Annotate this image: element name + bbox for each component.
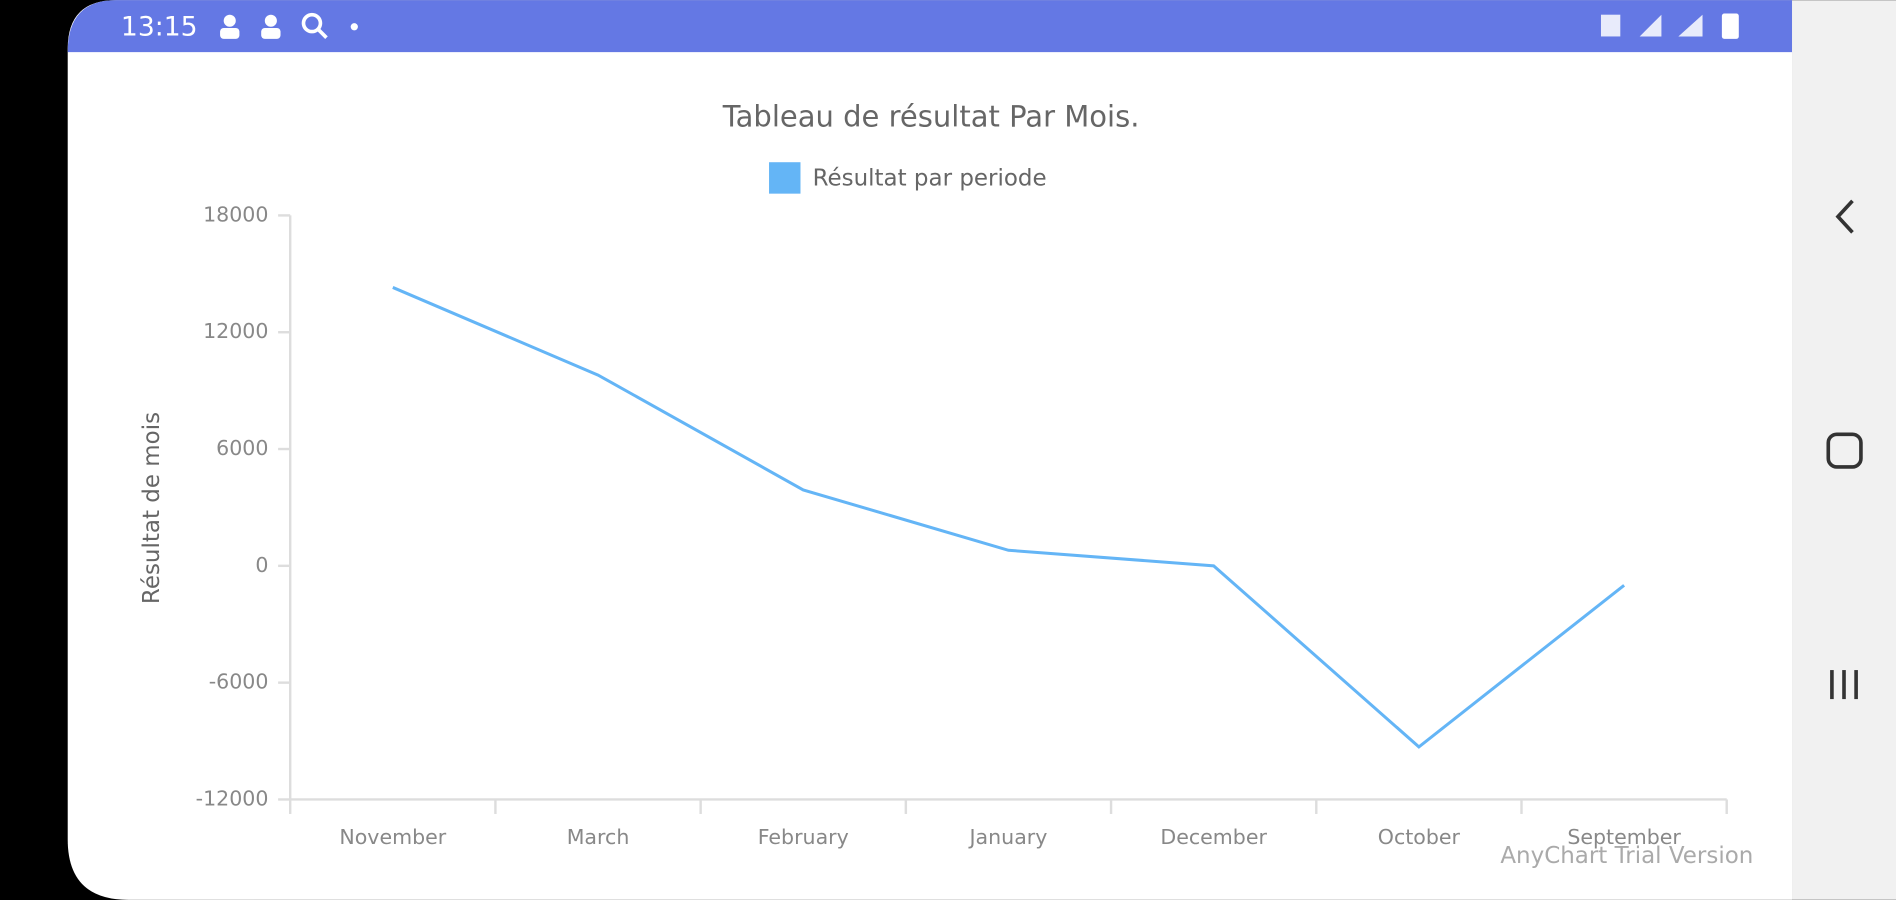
x-tick-label: November xyxy=(339,825,446,849)
x-tick-label: January xyxy=(968,825,1048,849)
home-button[interactable] xyxy=(1826,432,1863,469)
x-tick-label: October xyxy=(1378,825,1461,849)
status-bar xyxy=(67,0,1793,53)
credits: AnyChart Trial Version xyxy=(1500,843,1753,869)
back-button[interactable] xyxy=(1835,199,1854,234)
y-tick-label: 18000 xyxy=(203,202,268,226)
chart-title: Tableau de résultat Par Mois. xyxy=(722,100,1140,134)
legend-swatch xyxy=(769,162,801,194)
y-tick-label: 12000 xyxy=(203,319,268,343)
x-tick-label: December xyxy=(1160,825,1267,849)
y-tick-label: -12000 xyxy=(196,786,269,810)
x-tick-label: February xyxy=(758,825,849,849)
nav-bar xyxy=(1792,0,1896,900)
x-tick-label: March xyxy=(567,825,630,849)
status-time: 13:15 xyxy=(121,11,198,42)
y-tick-label: -6000 xyxy=(209,670,269,694)
legend-label: Résultat par periode xyxy=(813,166,1047,192)
x-tick-label: September xyxy=(1567,825,1681,849)
y-tick-label: 0 xyxy=(255,553,268,577)
series-line xyxy=(392,286,1626,749)
recents-button[interactable] xyxy=(1830,670,1858,700)
y-axis-label: Résultat de mois xyxy=(139,412,165,604)
app-panel xyxy=(67,0,1793,900)
y-tick-label: 6000 xyxy=(216,436,268,460)
status-icons xyxy=(220,12,1739,39)
